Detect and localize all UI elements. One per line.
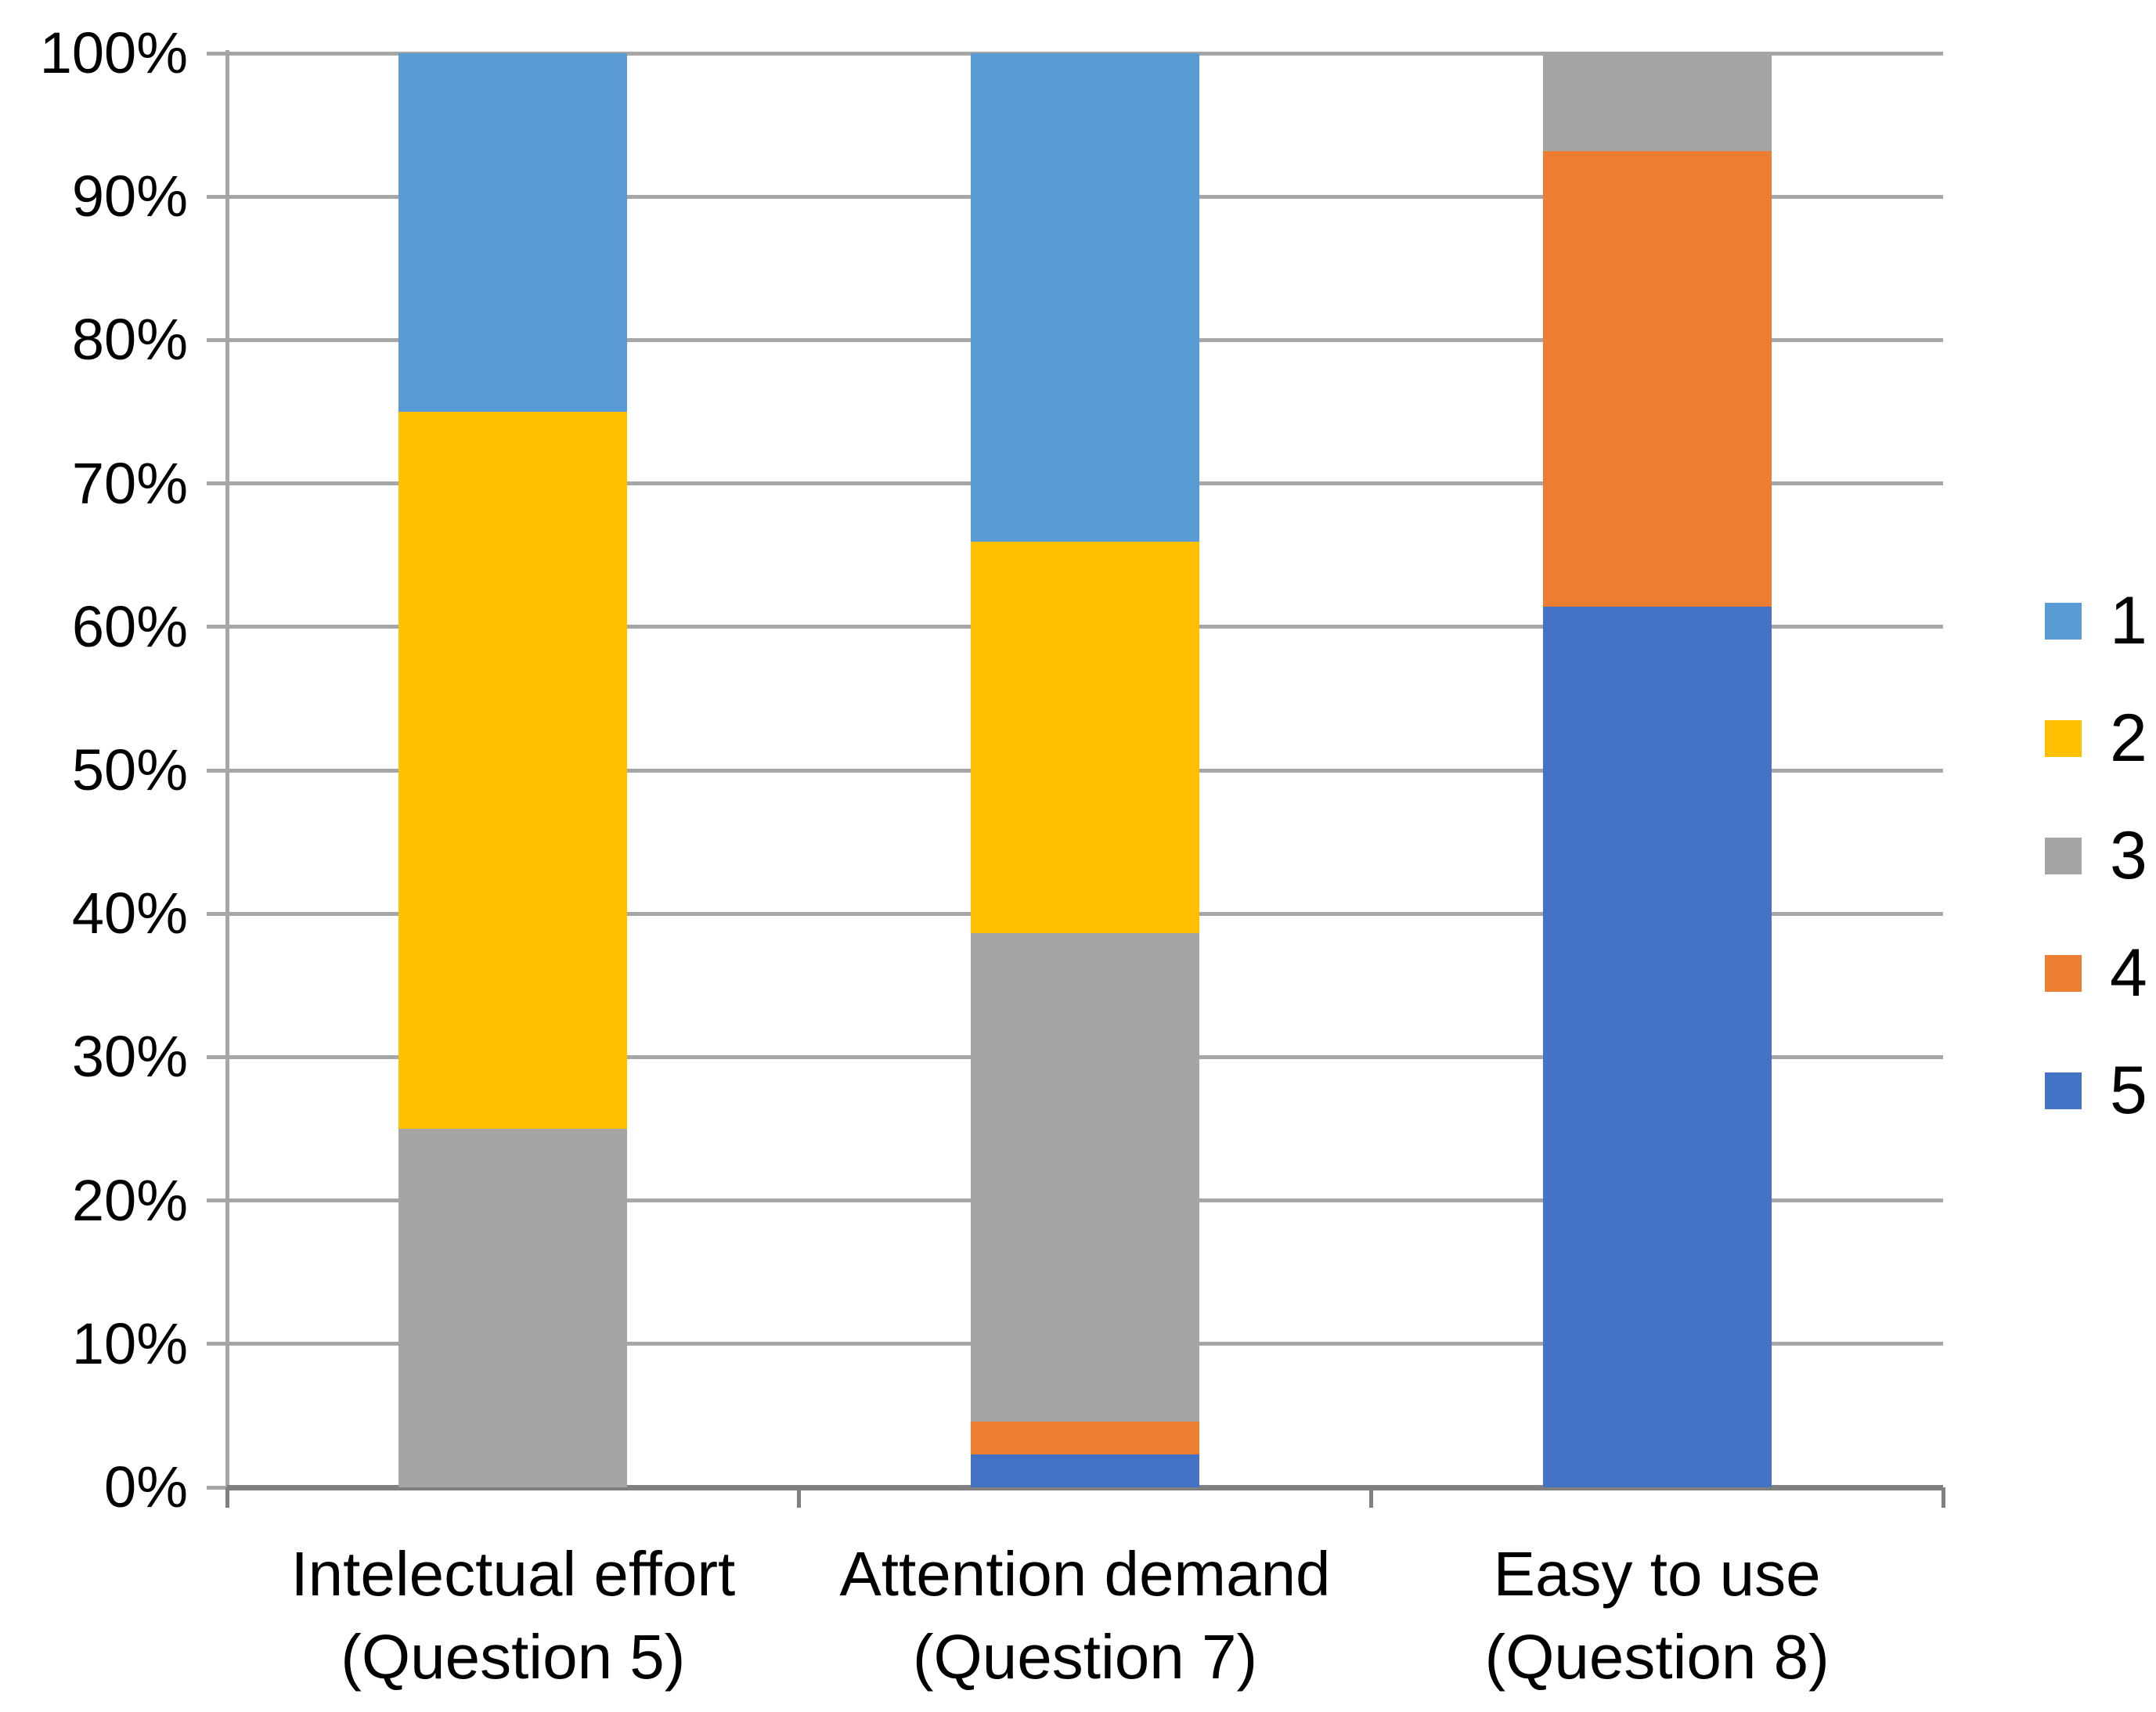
legend-label: 3	[2110, 818, 2147, 893]
category-label-line2: (Question 7)	[912, 1622, 1258, 1692]
bar-2-segment-5	[971, 1454, 1199, 1487]
category-label-line2: (Question 8)	[1484, 1622, 1830, 1692]
bar-3-segment-5	[1542, 607, 1772, 1487]
bar-3-segment-3	[1542, 53, 1772, 151]
legend-item-3: 3	[2045, 797, 2147, 914]
y-tick-label: 80%	[71, 307, 188, 373]
category-label-2: Attention demand (Question 7)	[709, 1533, 1461, 1699]
y-axis-line	[225, 50, 229, 1492]
y-tick-label: 30%	[71, 1024, 188, 1090]
bar-2-segment-4	[971, 1421, 1199, 1454]
legend-item-1: 1	[2045, 562, 2147, 679]
y-tick-label: 50%	[71, 737, 188, 802]
bar-2-segment-2	[971, 542, 1199, 933]
category-label-1: Intelectual effort (Question 5)	[137, 1533, 889, 1699]
y-tick-label: 60%	[71, 593, 188, 659]
bar-2	[971, 53, 1199, 1487]
x-axis-tick	[1941, 1487, 1945, 1508]
legend-item-5: 5	[2045, 1032, 2147, 1149]
x-axis-line	[227, 1485, 1943, 1490]
category-label-line2: (Question 5)	[341, 1622, 686, 1692]
bar-2-segment-3	[971, 932, 1199, 1422]
bar-1-segment-3	[398, 1129, 628, 1487]
x-axis-tick	[797, 1487, 802, 1508]
legend-swatch-4	[2045, 954, 2082, 992]
bar-1-segment-1	[398, 53, 628, 412]
legend-label: 2	[2110, 701, 2147, 776]
legend-label: 5	[2110, 1053, 2147, 1128]
y-tick-label: 100%	[39, 20, 188, 85]
legend: 1 2 3 4 5	[2045, 0, 2156, 1712]
category-label-line1: Intelectual effort	[290, 1539, 736, 1609]
legend-item-2: 2	[2045, 679, 2147, 797]
bar-3	[1542, 53, 1772, 1487]
bar-3-segment-4	[1542, 150, 1772, 607]
category-label-3: Easy to use (Question 8)	[1282, 1533, 2033, 1699]
x-axis-tick	[225, 1487, 229, 1508]
legend-label: 4	[2110, 935, 2147, 1011]
y-tick-label: 40%	[71, 881, 188, 946]
y-tick-label: 70%	[71, 450, 188, 516]
y-tick-label: 90%	[71, 164, 188, 229]
bar-1	[398, 53, 628, 1487]
category-label-line1: Easy to use	[1493, 1539, 1821, 1609]
legend-swatch-3	[2045, 837, 2082, 874]
legend-swatch-5	[2045, 1072, 2082, 1109]
y-tick-label: 10%	[71, 1310, 188, 1376]
gridline-100	[207, 51, 1943, 56]
legend-label: 1	[2110, 583, 2147, 658]
legend-swatch-2	[2045, 719, 2082, 757]
y-tick-label: 20%	[71, 1167, 188, 1233]
legend-swatch-1	[2045, 602, 2082, 640]
bar-1-segment-2	[398, 412, 628, 1129]
category-label-line1: Attention demand	[839, 1539, 1331, 1609]
x-axis-tick	[1368, 1487, 1373, 1508]
legend-item-4: 4	[2045, 914, 2147, 1032]
bar-2-segment-1	[971, 53, 1199, 542]
y-tick-label: 0%	[104, 1454, 188, 1519]
